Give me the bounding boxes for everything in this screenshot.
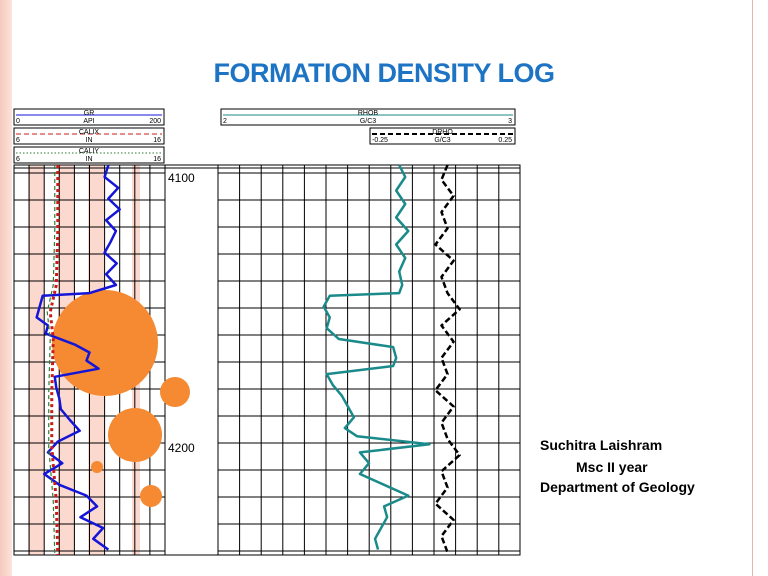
header-box [13, 108, 165, 126]
header-curve-name: RHOB [358, 110, 379, 117]
header-curve-name: CALIY [79, 148, 100, 155]
header-unit: IN [86, 156, 93, 163]
slide-title: FORMATION DENSITY LOG [213, 58, 555, 88]
header-scale-max: 0.25 [498, 137, 512, 144]
track-shading-band [28, 165, 44, 555]
curve-rhob [322, 164, 431, 550]
header-scale-min: 6 [16, 156, 20, 163]
header-scale-min: 2 [223, 118, 227, 125]
header-unit: G/C3 [434, 137, 450, 144]
orange-bubble [160, 377, 190, 407]
curve-calix [48, 165, 60, 556]
header-curve-name: DRHO [432, 129, 453, 136]
depth-label: 4100 [168, 171, 195, 185]
header-box [13, 127, 165, 145]
orange-bubble [108, 408, 162, 462]
curve-gr [35, 164, 121, 551]
log-frame [13, 164, 521, 556]
author-name: Suchitra Laishram [540, 437, 663, 453]
slide-edge-decoration [0, 0, 12, 576]
author-course: Msc II year [576, 459, 648, 475]
header-unit: API [83, 118, 94, 125]
depth-label: 4200 [168, 441, 195, 455]
author-department: Department of Geology [540, 479, 695, 495]
header-box [13, 146, 165, 164]
header-unit: G/C3 [360, 118, 376, 125]
header-scale-min: 0 [16, 118, 20, 125]
header-curve-name: CALIX [79, 129, 100, 136]
header-box [369, 127, 516, 145]
header-scale-min: -0.25 [372, 137, 388, 144]
curve-drho [434, 164, 461, 553]
orange-bubble [140, 485, 162, 507]
header-scale-max: 3 [508, 118, 512, 125]
header-scale-max: 16 [153, 156, 161, 163]
orange-bubble [91, 461, 103, 473]
curve-caliy [46, 165, 56, 556]
header-box [220, 108, 516, 126]
slide-right-border [752, 0, 753, 576]
header-scale-max: 200 [149, 118, 161, 125]
header-curve-name: GR [84, 110, 95, 117]
orange-bubble [52, 290, 158, 396]
header-unit: IN [86, 137, 93, 144]
header-scale-max: 16 [153, 137, 161, 144]
header-scale-min: 6 [16, 137, 20, 144]
